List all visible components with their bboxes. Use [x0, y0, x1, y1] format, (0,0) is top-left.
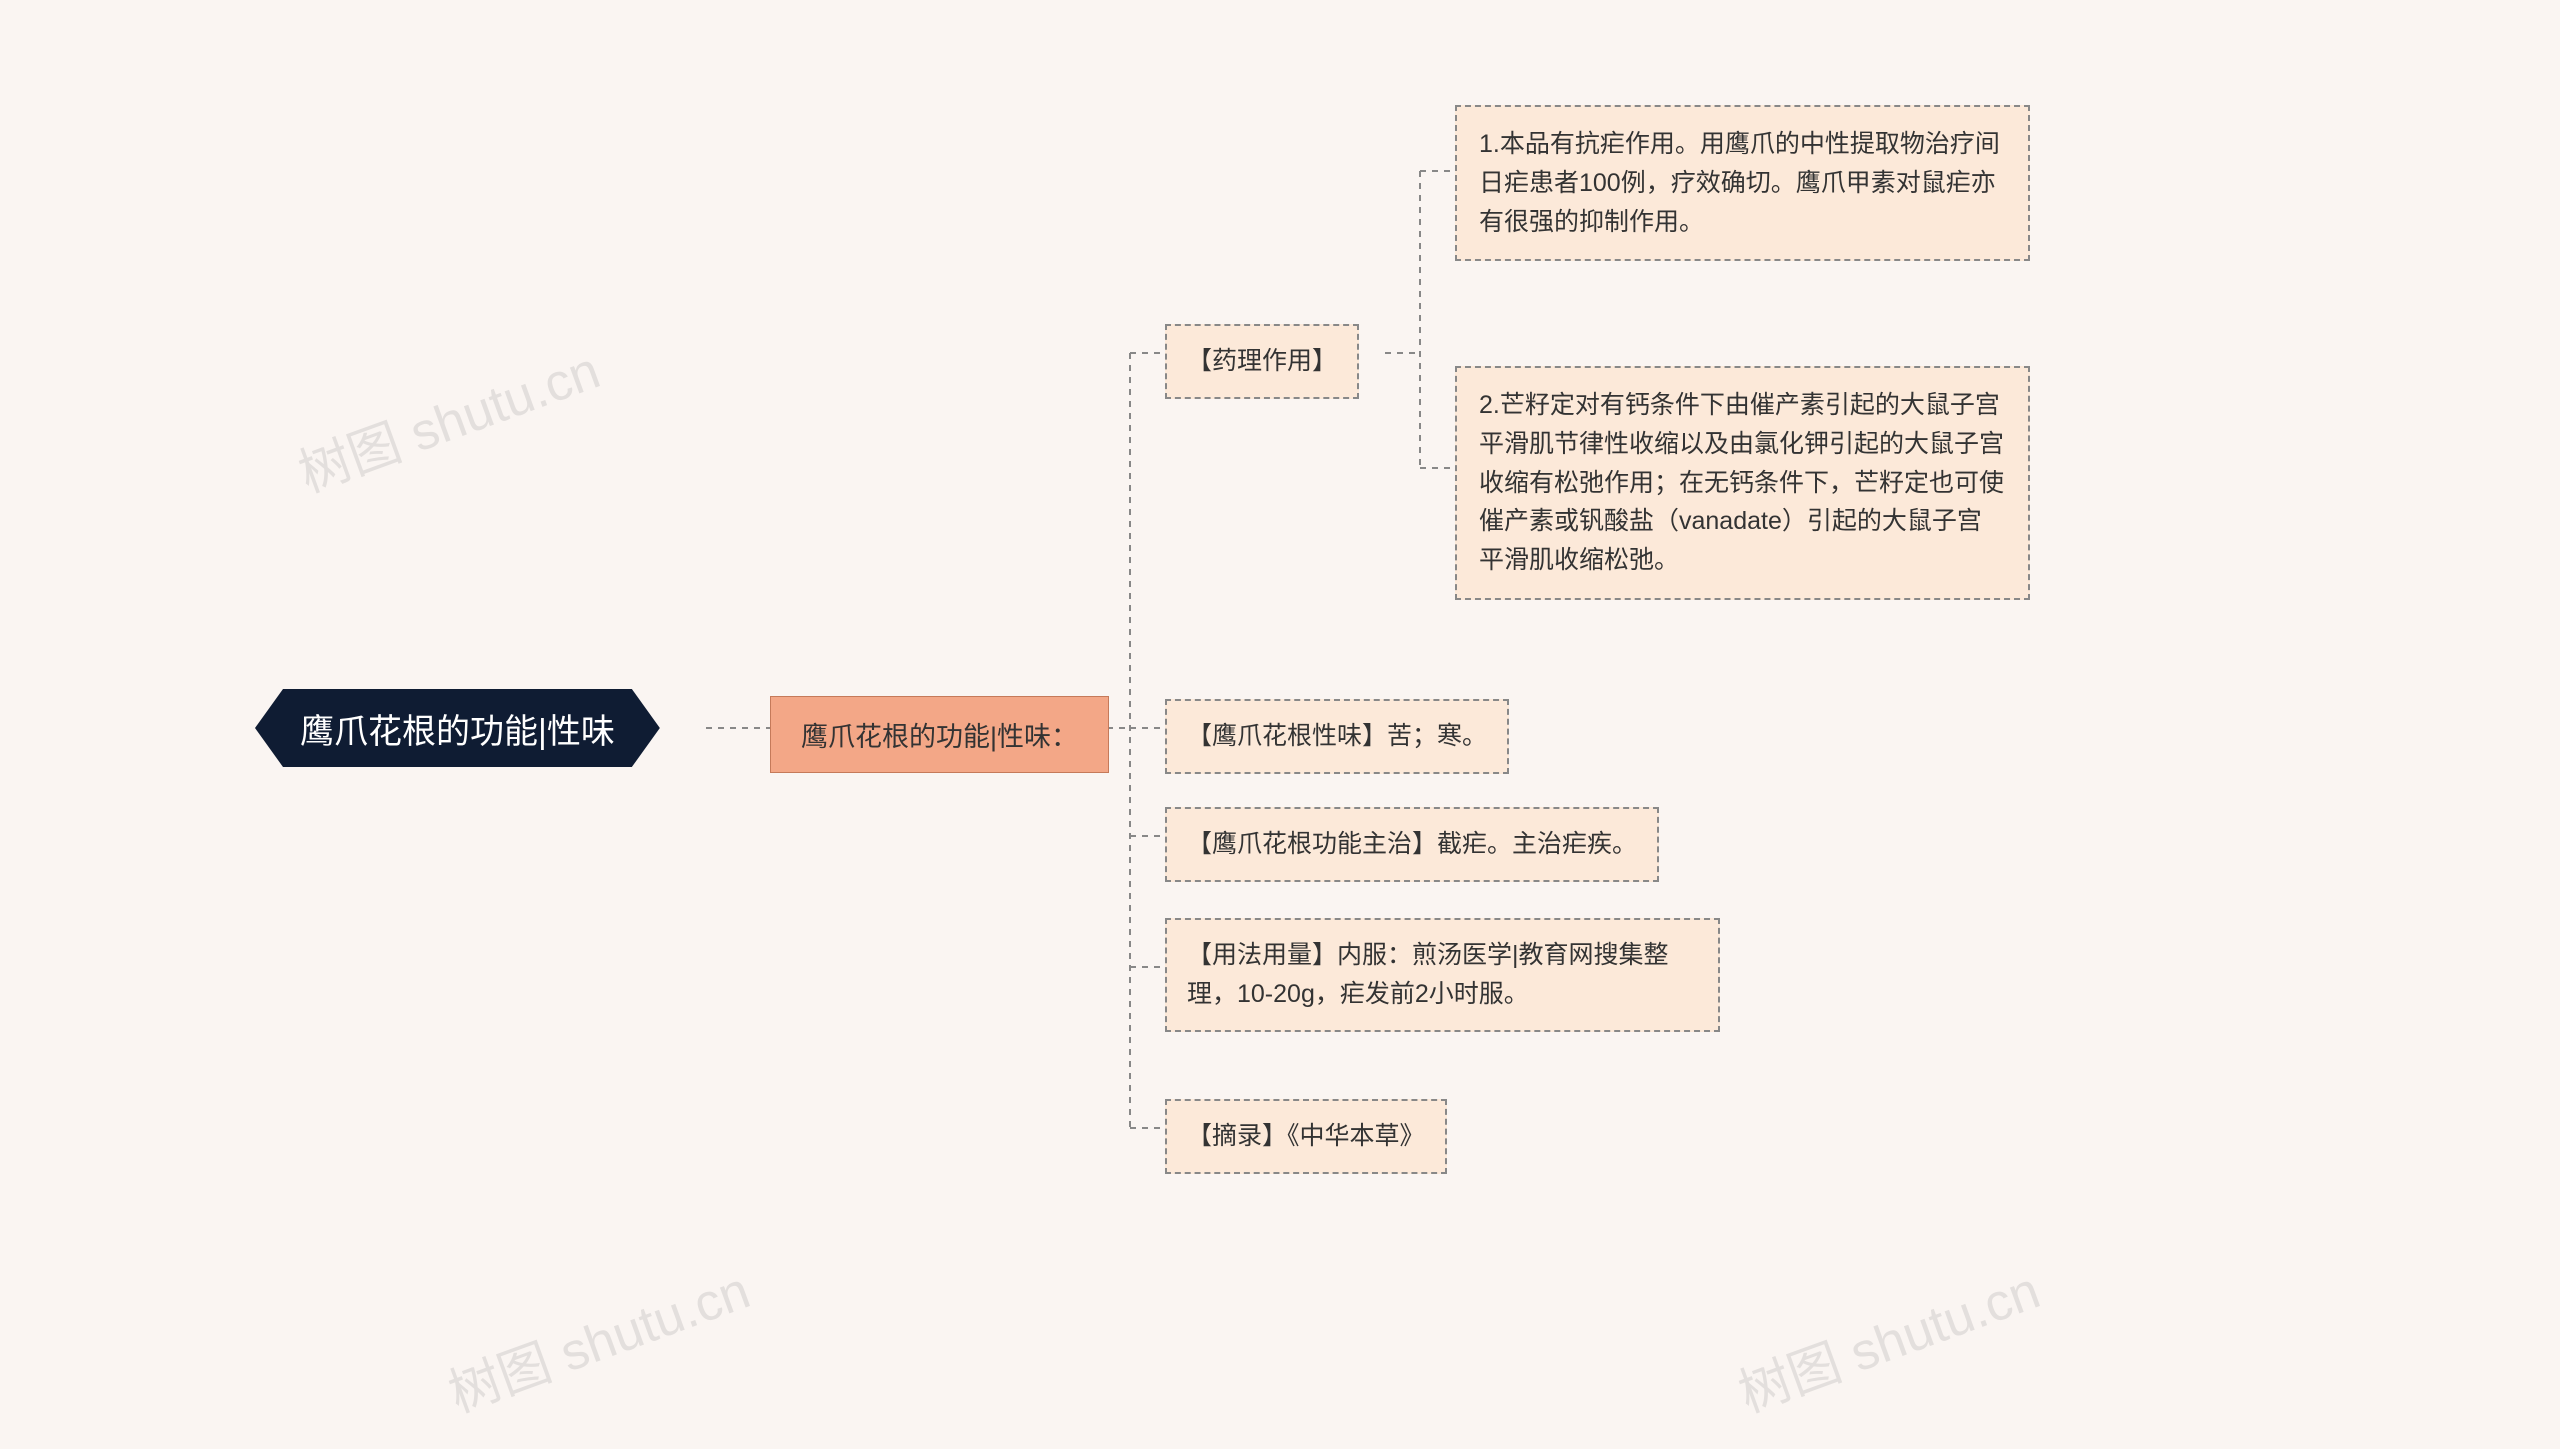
- node-taste: 【鹰爪花根性味】苦；寒。: [1165, 699, 1509, 774]
- node-source: 【摘录】《中华本草》: [1165, 1099, 1447, 1174]
- node-indication-label: 【鹰爪花根功能主治】截疟。主治疟疾。: [1187, 825, 1637, 864]
- node-effect1-label: 1.本品有抗疟作用。用鹰爪的中性提取物治疗间日疟患者100例，疗效确切。鹰爪甲素…: [1479, 125, 2006, 241]
- node-taste-label: 【鹰爪花根性味】苦；寒。: [1187, 717, 1487, 756]
- watermark: 树图 shutu.cn: [437, 1248, 759, 1426]
- level1-label: 鹰爪花根的功能|性味：: [801, 715, 1078, 754]
- node-pharmacology-label: 【药理作用】: [1187, 342, 1337, 381]
- node-source-label: 【摘录】《中华本草》: [1187, 1117, 1425, 1156]
- node-pharmacology: 【药理作用】: [1165, 324, 1359, 399]
- node-usage: 【用法用量】内服：煎汤医学|教育网搜集整理，10-20g，疟发前2小时服。: [1165, 918, 1720, 1032]
- watermark: 树图 shutu.cn: [1727, 1248, 2049, 1426]
- root-label: 鹰爪花根的功能|性味: [300, 704, 615, 753]
- node-effect2-label: 2.芒籽定对有钙条件下由催产素引起的大鼠子宫平滑肌节律性收缩以及由氯化钾引起的大…: [1479, 386, 2006, 580]
- node-effect1: 1.本品有抗疟作用。用鹰爪的中性提取物治疗间日疟患者100例，疗效确切。鹰爪甲素…: [1455, 105, 2030, 261]
- root-node: 鹰爪花根的功能|性味: [255, 689, 660, 767]
- node-indication: 【鹰爪花根功能主治】截疟。主治疟疾。: [1165, 807, 1659, 882]
- node-usage-label: 【用法用量】内服：煎汤医学|教育网搜集整理，10-20g，疟发前2小时服。: [1187, 936, 1698, 1014]
- level1-node: 鹰爪花根的功能|性味：: [770, 696, 1109, 773]
- watermark: 树图 shutu.cn: [287, 328, 609, 506]
- node-effect2: 2.芒籽定对有钙条件下由催产素引起的大鼠子宫平滑肌节律性收缩以及由氯化钾引起的大…: [1455, 366, 2030, 600]
